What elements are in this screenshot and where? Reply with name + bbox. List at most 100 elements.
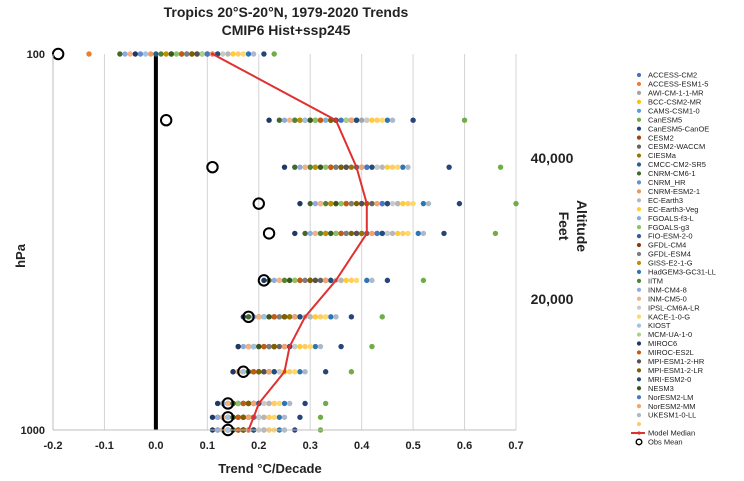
data-point [353, 277, 360, 284]
data-point [297, 277, 303, 284]
data-point [168, 51, 175, 57]
data-point [292, 117, 298, 123]
data-point [312, 164, 319, 170]
altitude-label: Altitude [574, 200, 590, 252]
data-point [307, 164, 313, 170]
data-point [338, 230, 344, 237]
legend-label: CanESM5-CanOE [648, 124, 709, 133]
obs-marker [252, 197, 265, 210]
data-point [369, 343, 375, 350]
data-point [497, 164, 504, 170]
data-point [374, 164, 380, 170]
data-point [328, 164, 334, 170]
data-point [374, 200, 380, 207]
legend-label: MIROC6 [648, 339, 677, 348]
data-point [271, 277, 277, 284]
obs-marker [206, 160, 219, 174]
data-point [250, 369, 257, 375]
data-point [292, 164, 298, 170]
data-point [312, 343, 319, 350]
x-tick-label: 0.5 [405, 440, 420, 452]
data-point [173, 51, 180, 57]
legend-label: MPI-ESM1-2-LR [648, 366, 704, 375]
data-point [225, 414, 231, 420]
data-point [364, 117, 370, 123]
obs-markers [51, 47, 276, 437]
legend-label: GFDL-CM4 [648, 241, 686, 250]
data-point [307, 230, 313, 237]
data-point [328, 277, 334, 284]
data-point [348, 117, 355, 123]
data-point [292, 369, 298, 375]
legend-label: KACE-1-0-G [648, 312, 690, 321]
data-point [214, 400, 221, 407]
legend-label: INM-CM5-0 [648, 294, 687, 303]
legend-swatch [636, 81, 642, 87]
data-point [297, 369, 303, 375]
data-point [235, 51, 241, 57]
x-tick-label: 0.2 [251, 440, 266, 452]
data-point [230, 369, 236, 375]
data-point [297, 200, 303, 207]
data-point [250, 343, 257, 350]
data-point [405, 200, 411, 207]
data-point [384, 164, 391, 170]
legend-label: CanESM5 [648, 115, 682, 124]
legend-swatch [636, 117, 642, 122]
legend-label: MIROC-ES2L [648, 348, 694, 357]
data-point [369, 200, 375, 207]
legend-label: AWI-CM-1-1-MR [648, 89, 704, 98]
data-point [266, 400, 272, 407]
median-point [257, 401, 261, 406]
legend-label: CIESMa [648, 151, 677, 160]
data-point [286, 314, 293, 320]
data-point [389, 200, 396, 207]
data-point [250, 400, 257, 407]
data-point [225, 400, 231, 407]
data-point [286, 117, 293, 123]
legend-swatch [636, 269, 642, 274]
data-point [328, 230, 334, 237]
median-point [365, 202, 369, 206]
data-point [389, 117, 396, 123]
legend-swatch [636, 108, 642, 113]
data-point [189, 51, 195, 57]
data-point [333, 314, 339, 320]
chart-subtitle: CMIP6 Hist+ssp245 [222, 22, 351, 38]
data-point [302, 369, 308, 375]
data-point [389, 164, 396, 170]
data-point [322, 117, 329, 123]
data-point [266, 343, 272, 350]
legend-label: INM-CM4-8 [648, 285, 687, 294]
obs-marker [51, 47, 65, 61]
data-point [281, 277, 288, 284]
data-point [322, 369, 329, 375]
data-point [266, 117, 272, 123]
data-point [338, 343, 344, 350]
data-point [312, 277, 319, 284]
x-tick-label: 0.3 [303, 440, 318, 452]
data-point [369, 230, 375, 237]
data-point [410, 117, 416, 123]
data-point [276, 117, 283, 123]
legend-swatch [636, 278, 642, 283]
data-point [281, 314, 288, 320]
data-point [384, 200, 391, 207]
data-point [400, 200, 406, 207]
data-point [256, 343, 262, 350]
data-point [338, 200, 344, 207]
data-point [276, 414, 283, 420]
data-point [225, 51, 231, 57]
data-point [240, 400, 247, 407]
legend-label: NorESM2-LM [648, 393, 693, 402]
data-point [394, 200, 401, 207]
x-tick-label: 0.0 [148, 440, 163, 452]
x-tick-label: 0.1 [200, 440, 215, 452]
legend-label: CMCC-CM2-SR5 [648, 160, 706, 169]
data-point [266, 414, 272, 420]
data-point [122, 51, 128, 57]
legend-label: MPI-ESM1-2-HR [648, 357, 705, 366]
data-point [322, 200, 329, 207]
altitude-tick-40000: 40,000 [531, 150, 574, 166]
legend-swatch [636, 126, 642, 131]
